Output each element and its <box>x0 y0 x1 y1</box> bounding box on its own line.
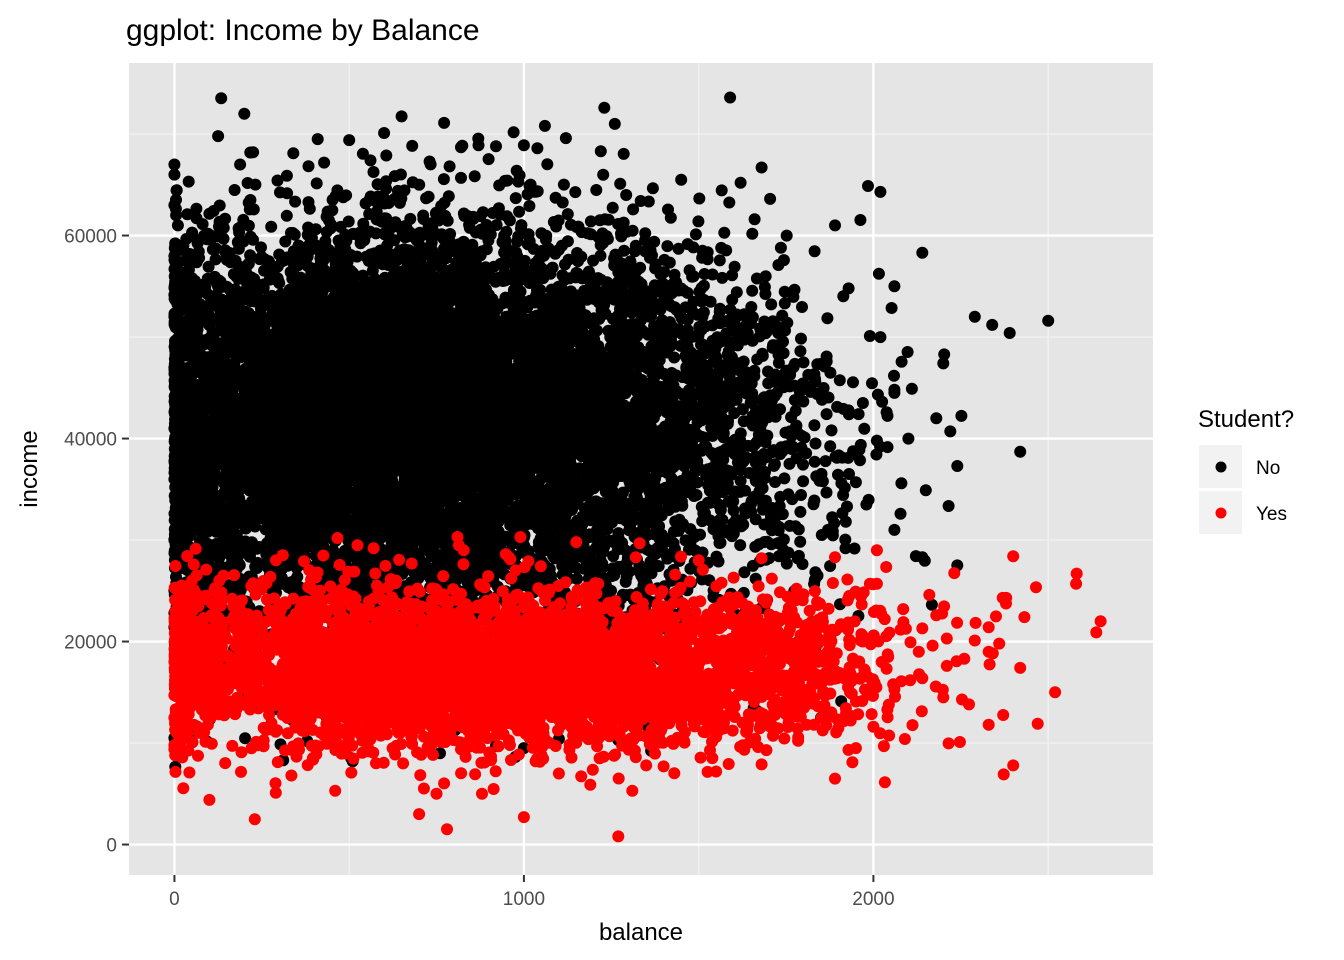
data-point-no <box>171 219 184 232</box>
data-point-no <box>559 132 572 145</box>
data-point-no <box>455 171 467 184</box>
data-point-no <box>569 186 582 199</box>
data-point-no <box>888 383 901 396</box>
data-point-no <box>168 168 181 181</box>
data-point-no <box>614 177 627 190</box>
data-point-no <box>280 209 293 222</box>
data-point-no <box>286 227 299 239</box>
data-point-no <box>244 146 257 159</box>
data-point-no <box>888 523 901 536</box>
data-point-no <box>517 139 530 152</box>
data-point-no <box>509 192 522 205</box>
data-point-no <box>919 484 932 497</box>
data-point-no <box>986 318 999 331</box>
data-point-no <box>734 474 747 487</box>
data-point-no <box>378 127 391 139</box>
data-point-no <box>724 91 737 104</box>
data-point-no <box>874 185 887 198</box>
data-point-no <box>168 158 181 171</box>
data-point-no <box>238 107 251 120</box>
data-point-no <box>212 130 225 143</box>
data-point-no <box>874 331 887 344</box>
data-point-no <box>661 240 674 253</box>
data-point-no <box>443 160 456 173</box>
chart-title: ggplot: Income by Balance <box>126 14 480 47</box>
data-point-no <box>287 147 300 160</box>
data-point-no <box>902 432 915 445</box>
data-point-no <box>417 209 430 222</box>
data-point-no <box>944 425 957 438</box>
data-point-no <box>937 357 950 370</box>
data-point-no <box>734 176 747 189</box>
data-point-no <box>839 542 852 555</box>
data-point-no <box>343 134 356 147</box>
data-point-no <box>310 177 323 190</box>
data-point-no <box>916 246 929 259</box>
data-point-no <box>829 219 841 232</box>
data-point-no <box>490 140 502 153</box>
data-point-no <box>513 205 526 218</box>
data-point-no <box>888 280 901 293</box>
data-point-no <box>280 169 293 182</box>
data-point-no <box>951 460 964 472</box>
data-point-no <box>675 173 688 186</box>
data-point-no <box>1042 314 1055 327</box>
data-point-no <box>905 382 918 395</box>
data-point-no <box>856 397 869 409</box>
data-point-no <box>825 424 838 437</box>
data-point-no <box>1014 445 1027 458</box>
data-point-no <box>863 330 876 342</box>
data-point-no <box>538 119 551 132</box>
data-point-no <box>849 476 862 489</box>
data-point-no <box>541 158 554 171</box>
data-point-no <box>895 477 908 490</box>
data-point-no <box>968 310 981 323</box>
data-point-no <box>930 412 943 425</box>
data-point-no <box>265 220 278 233</box>
data-point-no <box>437 173 450 186</box>
data-point-no <box>271 174 284 187</box>
data-point-no <box>311 133 324 146</box>
data-point-no <box>318 156 331 169</box>
data-point-no <box>594 145 607 158</box>
data-point-no <box>755 161 768 174</box>
data-point-no <box>748 213 761 226</box>
data-point-no <box>1003 327 1016 339</box>
data-point-no <box>598 101 611 114</box>
data-point-no <box>472 132 485 145</box>
data-point-no <box>608 117 621 130</box>
